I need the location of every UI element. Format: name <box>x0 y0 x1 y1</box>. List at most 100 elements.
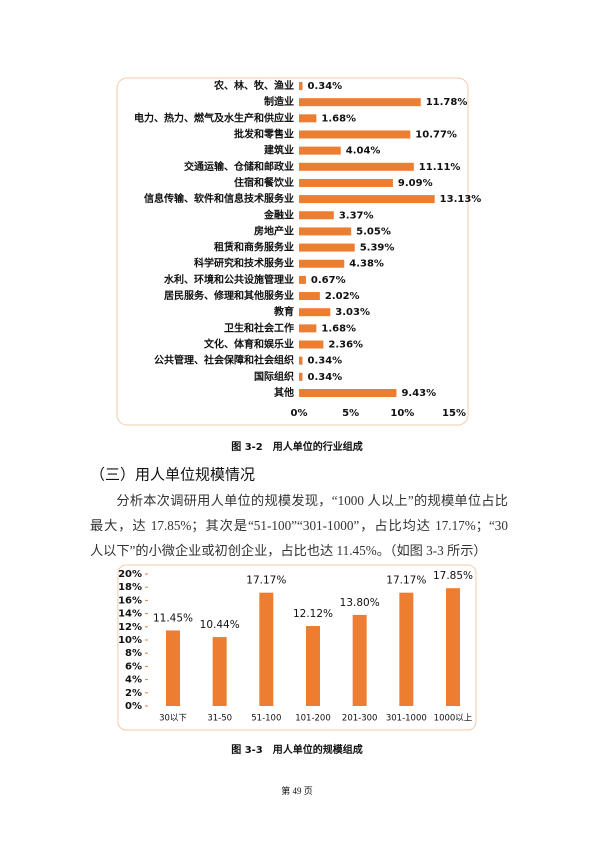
category-label: 卫生和社会工作 <box>224 321 294 334</box>
y-tick-label: 2% <box>125 688 142 699</box>
x-tick-label: 51-100 <box>251 714 281 724</box>
x-tick-label: 10% <box>390 408 414 419</box>
value-label: 0.34% <box>308 356 343 367</box>
value-label: 0.34% <box>308 372 343 383</box>
bar <box>299 372 303 381</box>
value-label: 0.67% <box>311 275 346 286</box>
bar <box>299 340 324 349</box>
x-tick-label: 30以下 <box>159 714 187 724</box>
bar <box>446 588 460 706</box>
value-label: 4.04% <box>346 146 381 157</box>
bar <box>299 130 411 139</box>
bar <box>299 146 341 155</box>
category-label: 制造业 <box>264 95 294 108</box>
category-label: 交通运输、仓储和邮政业 <box>184 160 294 173</box>
bar <box>299 308 331 317</box>
chart-frame <box>117 564 477 731</box>
x-tick-label: 0% <box>291 408 308 419</box>
value-label: 1.68% <box>321 323 356 334</box>
value-label: 0.34% <box>308 81 343 92</box>
value-label: 11.11% <box>419 162 461 173</box>
category-label: 科学研究和技术服务业 <box>194 257 294 270</box>
category-label: 批发和零售业 <box>234 127 294 140</box>
value-label: 17.85% <box>433 570 473 582</box>
x-tick-label: 101-200 <box>295 714 331 724</box>
category-label: 水利、环境和公共设施管理业 <box>163 273 294 286</box>
category-label: 房地产业 <box>254 224 294 237</box>
value-label: 10.77% <box>415 129 457 140</box>
value-label: 4.38% <box>349 259 384 270</box>
bar <box>299 356 303 365</box>
y-tick-label: 16% <box>118 595 142 606</box>
category-label: 文化、体育和娱乐业 <box>204 338 294 351</box>
y-tick-label: 20% <box>118 569 142 580</box>
y-tick-label: 0% <box>125 701 142 712</box>
category-label: 租赁和商务服务业 <box>214 241 294 254</box>
page-number: 第 49 页 <box>281 785 313 796</box>
value-label: 17.17% <box>386 575 426 587</box>
bar <box>352 614 367 706</box>
y-tick-label: 18% <box>118 582 142 593</box>
x-tick-label: 1000以上 <box>434 714 473 724</box>
value-label: 17.17% <box>246 575 286 587</box>
bar <box>299 114 317 123</box>
x-tick-label: 31-50 <box>207 714 232 724</box>
bar <box>299 162 414 171</box>
value-label: 3.03% <box>335 307 370 318</box>
value-label: 11.45% <box>153 612 193 624</box>
bar <box>299 195 435 204</box>
bar <box>299 243 355 252</box>
value-label: 9.09% <box>398 178 433 189</box>
chart-frame <box>116 77 469 426</box>
y-tick-label: 4% <box>125 675 142 686</box>
value-label: 5.39% <box>360 243 395 254</box>
value-label: 2.36% <box>328 340 363 351</box>
bar <box>299 259 345 268</box>
value-label: 1.68% <box>321 113 356 124</box>
x-tick-label: 301-1000 <box>386 714 427 724</box>
y-tick-label: 6% <box>125 661 142 672</box>
category-label: 其他 <box>274 386 294 399</box>
bar <box>299 389 397 397</box>
value-label: 5.05% <box>356 226 391 237</box>
value-label: 12.12% <box>293 608 333 620</box>
bar <box>399 592 414 706</box>
bar <box>299 178 393 187</box>
bar <box>259 592 274 706</box>
category-label: 教育 <box>273 305 294 318</box>
section-heading: （三）用人单位规模情况 <box>90 466 255 484</box>
category-label: 信息传输、软件和信息技术服务业 <box>144 192 294 205</box>
y-tick-label: 8% <box>125 648 142 659</box>
bar <box>299 98 421 107</box>
category-label: 公共管理、社会保障和社会组织 <box>154 354 294 367</box>
category-label: 国际组织 <box>254 370 294 383</box>
value-label: 3.37% <box>339 210 374 221</box>
bar <box>299 227 352 236</box>
paragraph: 分析本次调研用人单位的规模发现，“1000 人以上”的规模单位占比最大，达 17… <box>90 493 508 558</box>
y-tick-label: 12% <box>118 622 142 633</box>
category-label: 住宿和餐饮业 <box>234 176 294 189</box>
bar <box>306 626 320 706</box>
bar <box>299 82 303 90</box>
bar <box>299 211 334 220</box>
value-label: 2.02% <box>325 291 360 302</box>
bar <box>299 324 317 333</box>
category-label: 农、林、牧、渔业 <box>213 79 294 92</box>
value-label: 9.43% <box>401 388 436 399</box>
figure-caption: 图 3-3 用人单位的规模组成 <box>231 743 363 756</box>
value-label: 13.13% <box>440 194 482 205</box>
category-label: 电力、热力、燃气及水生产和供应业 <box>134 111 294 124</box>
x-tick-label: 201-300 <box>342 714 378 724</box>
bar <box>299 292 320 301</box>
y-tick-label: 14% <box>118 609 142 620</box>
bar <box>166 630 180 706</box>
category-label: 建筑业 <box>263 144 294 157</box>
bar <box>212 637 227 706</box>
y-tick-label: 10% <box>118 635 142 646</box>
category-label: 居民服务、修理和其他服务业 <box>164 289 294 302</box>
category-label: 金融业 <box>263 208 294 221</box>
x-tick-label: 5% <box>342 408 359 419</box>
bar <box>299 275 306 284</box>
